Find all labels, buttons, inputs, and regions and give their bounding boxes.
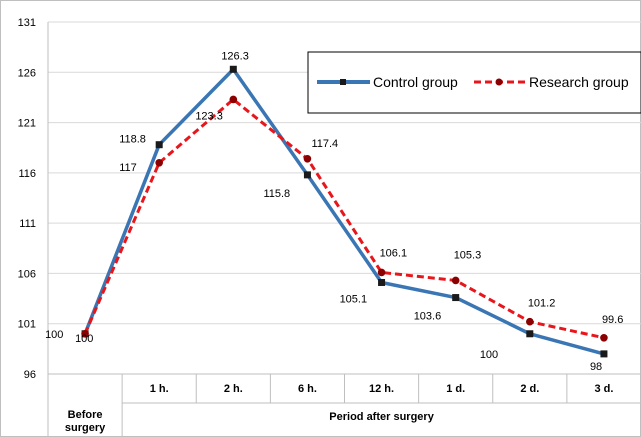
data-point-research — [377, 268, 386, 277]
data-label-research: 101.2 — [528, 298, 556, 310]
x-category-label: 3 d. — [594, 383, 613, 395]
y-tick-label: 121 — [18, 118, 36, 130]
data-point-control — [600, 350, 608, 358]
data-label-control: 100 — [480, 349, 498, 361]
x-category-label: 1 h. — [150, 383, 169, 395]
data-label-research: 106.1 — [380, 247, 408, 259]
data-label-control: 115.8 — [263, 188, 290, 200]
data-label-research: 105.3 — [454, 249, 482, 261]
data-point-research — [303, 154, 312, 163]
y-tick-label: 96 — [24, 369, 36, 381]
data-label-research: 117 — [119, 162, 137, 174]
data-label-research: 117.4 — [311, 138, 338, 150]
x-category-label: 2 d. — [520, 383, 539, 395]
legend-marker-research — [495, 78, 503, 86]
data-point-control — [378, 278, 386, 286]
series-line-research — [83, 97, 605, 340]
data-labels: 100 118.8 126.3 115.8 105.1 103.6 100 98 100 117 1… — [45, 50, 623, 373]
legend-label-control: Control group — [373, 74, 458, 90]
data-point-control — [303, 171, 311, 179]
axes: 96 101 106 111 116 121 126 131 Before surgery 1 h.… — [18, 17, 641, 437]
series-layer — [81, 65, 608, 358]
data-point-research — [526, 317, 534, 326]
data-point-research — [451, 276, 460, 285]
y-tick-label: 116 — [18, 168, 36, 180]
data-point-control — [229, 65, 237, 73]
x-category-label: 6 h. — [298, 383, 317, 395]
data-label-control: 100 — [45, 329, 63, 341]
x-category-label: 2 h. — [224, 383, 243, 395]
data-label-control: 118.8 — [119, 134, 146, 146]
y-tick-label: 111 — [19, 218, 36, 230]
data-point-research — [600, 333, 608, 342]
legend-item-research: Research group — [474, 74, 629, 90]
data-label-control: 126.3 — [221, 50, 249, 62]
y-tick-label: 131 — [18, 17, 36, 29]
data-point-control — [452, 294, 460, 302]
y-tick-label: 106 — [18, 268, 36, 280]
data-point-research — [81, 329, 89, 338]
data-label-research: 100 — [75, 333, 93, 345]
data-label-control: 105.1 — [340, 293, 368, 305]
legend-item-control: Control group — [317, 74, 458, 90]
series-line-control — [83, 67, 605, 356]
x-category-label: 1 d. — [446, 383, 465, 395]
data-label-control: 98 — [590, 361, 602, 373]
y-tick-label: 126 — [18, 67, 36, 79]
x-category-label: Before surgery — [65, 409, 106, 434]
data-label-control: 103.6 — [414, 311, 442, 323]
data-point-control — [526, 330, 534, 338]
data-point-research — [155, 159, 163, 167]
x-group-label: Period after surgery — [329, 411, 434, 423]
legend-marker-control — [340, 79, 346, 85]
x-category-label: 12 h. — [369, 383, 394, 395]
data-label-research: 99.6 — [602, 314, 623, 326]
data-point-control — [155, 141, 163, 149]
legend: Control group Research group — [307, 51, 641, 114]
data-label-research: 123.3 — [195, 110, 223, 122]
y-tick-label: 101 — [18, 319, 36, 331]
data-point-research — [229, 95, 238, 104]
legend-label-research: Research group — [529, 74, 629, 90]
